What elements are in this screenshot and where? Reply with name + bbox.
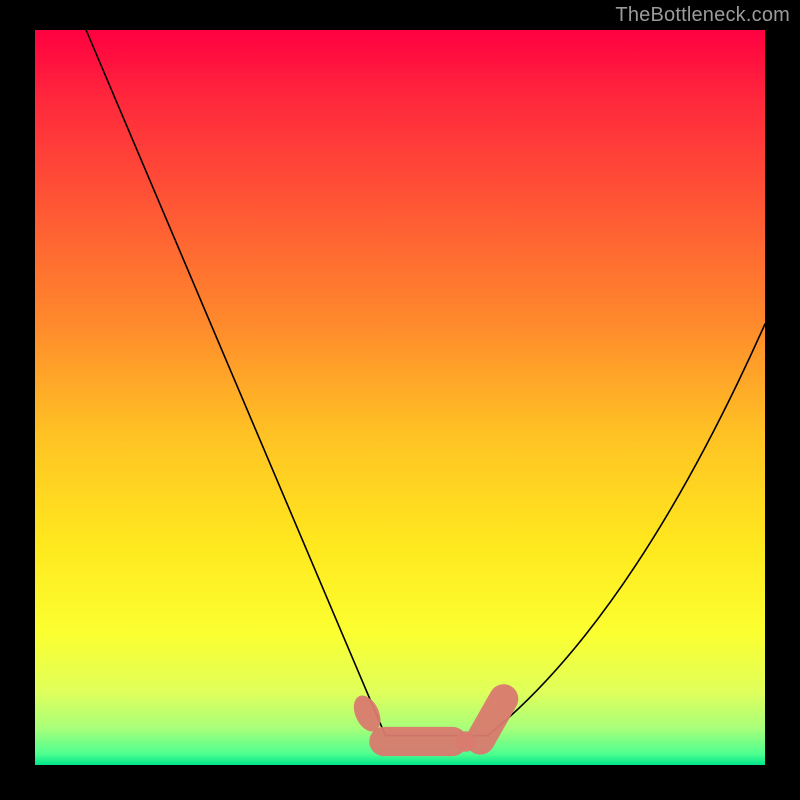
gradient-plot-area — [35, 30, 765, 765]
bottleneck-curve-chart — [0, 0, 800, 800]
highlight-marker — [455, 731, 475, 752]
chart-stage: TheBottleneck.com — [0, 0, 800, 800]
highlight-marker — [480, 699, 503, 740]
watermark-text: TheBottleneck.com — [615, 4, 790, 27]
